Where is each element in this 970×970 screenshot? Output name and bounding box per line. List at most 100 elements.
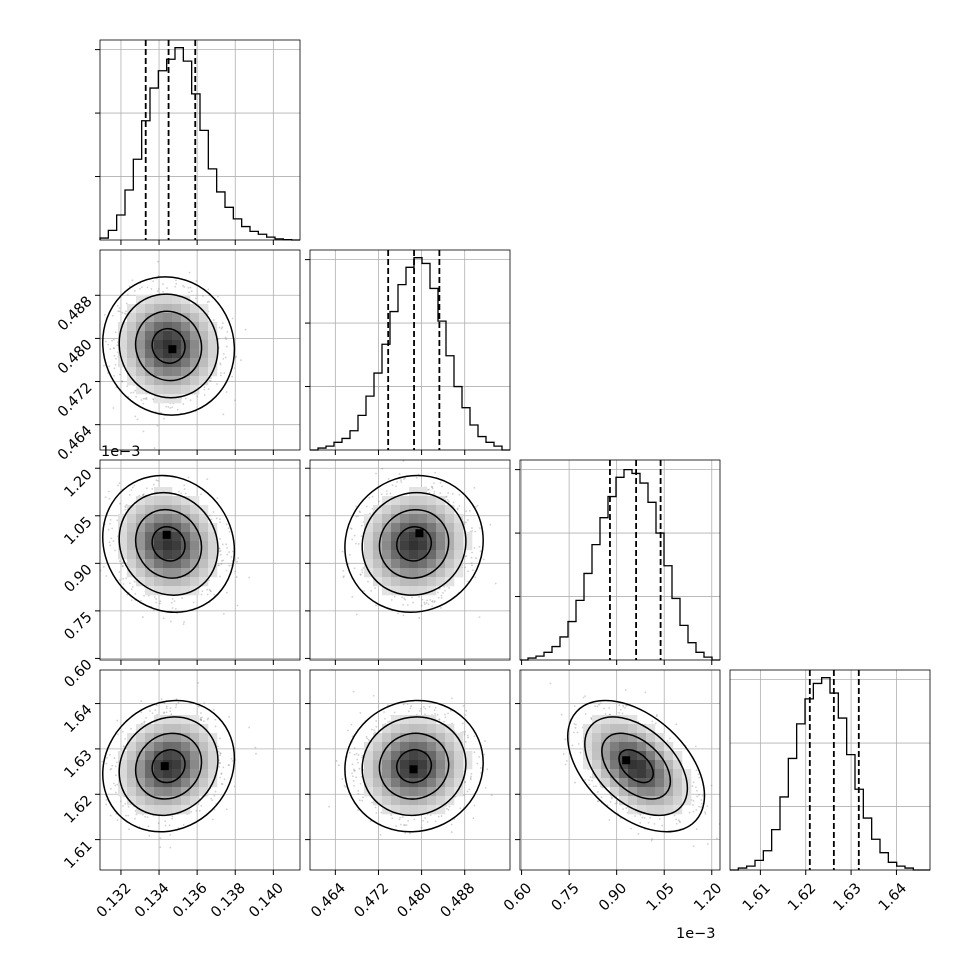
density-cell: [181, 304, 191, 314]
density-cell: [427, 514, 437, 524]
sample-point: [114, 549, 116, 552]
sample-point: [380, 493, 383, 496]
sample-point: [182, 623, 185, 626]
density-peak: [162, 530, 171, 539]
sample-point: [464, 566, 466, 569]
sample-point: [228, 530, 231, 533]
sample-point: [474, 530, 477, 533]
sample-point: [177, 454, 179, 456]
sample-point: [123, 312, 126, 315]
sample-point: [140, 700, 143, 703]
sample-point: [113, 375, 115, 377]
sample-point: [124, 313, 127, 315]
density-cell: [145, 331, 155, 341]
sample-point: [439, 482, 442, 484]
density-cell: [400, 577, 410, 587]
sample-point: [464, 555, 467, 558]
joint-content: [97, 250, 300, 450]
density-cell: [199, 367, 209, 377]
density-cell: [400, 541, 410, 551]
sample-point: [143, 594, 145, 597]
density-cell: [436, 532, 446, 542]
sample-point: [109, 814, 112, 817]
sample-point: [458, 505, 461, 507]
density-cell: [190, 523, 200, 533]
sample-point: [471, 564, 473, 567]
sample-point: [111, 314, 114, 317]
sample-point: [479, 550, 482, 553]
sample-point: [208, 588, 211, 591]
sample-point: [183, 286, 186, 288]
density-cell: [145, 577, 155, 587]
density-cell: [190, 541, 200, 551]
sample-point: [142, 430, 145, 433]
density-cell: [136, 577, 146, 587]
sample-point: [448, 587, 450, 589]
sample-point: [355, 542, 357, 545]
density-cell: [172, 322, 182, 332]
density-cell: [118, 541, 128, 551]
density-cell: [172, 313, 182, 323]
sample-point: [142, 493, 144, 496]
histogram-panel: [95, 39, 301, 245]
sample-point: [108, 365, 111, 368]
sample-point: [207, 288, 210, 291]
sample-point: [219, 518, 221, 521]
sample-point: [117, 310, 120, 313]
sample-point: [482, 558, 485, 561]
sample-point: [129, 582, 131, 585]
density-cell: [154, 394, 164, 404]
sample-point: [387, 477, 390, 480]
sample-point: [114, 331, 117, 334]
density-cell: [136, 367, 146, 377]
density-cell: [163, 331, 173, 341]
sample-point: [221, 326, 224, 329]
density-cell: [145, 505, 155, 515]
sample-point: [127, 805, 130, 808]
sample-point: [400, 479, 402, 482]
density-cell: [163, 304, 173, 314]
sample-point: [441, 485, 443, 488]
sample-point: [404, 598, 407, 601]
sample-point: [360, 535, 363, 538]
histogram-line: [310, 257, 510, 451]
sample-point: [451, 492, 454, 495]
density-cell: [154, 340, 164, 350]
density-cell: [208, 550, 218, 560]
sample-point: [473, 547, 476, 549]
density-cell: [409, 487, 419, 497]
sample-point: [183, 621, 185, 623]
sample-point: [111, 527, 114, 530]
sample-point: [470, 556, 473, 559]
sample-point: [219, 363, 222, 366]
sample-point: [97, 335, 99, 337]
sample-point: [105, 799, 108, 801]
sample-point: [378, 500, 380, 503]
density-cell: [127, 532, 137, 542]
sample-point: [182, 284, 184, 287]
sample-point: [134, 289, 136, 292]
sample-point: [119, 502, 121, 505]
contour-line: [378, 508, 450, 579]
density-cell: [364, 514, 374, 524]
density-cell: [400, 532, 410, 542]
sample-point: [227, 527, 230, 530]
density-cell: [136, 331, 146, 341]
sample-point: [225, 543, 228, 546]
sample-point: [358, 510, 361, 513]
sample-point: [230, 556, 233, 558]
sample-point: [171, 607, 174, 609]
sample-point: [437, 591, 439, 594]
sample-point: [428, 488, 430, 491]
sample-point: [111, 339, 113, 342]
density-cell: [190, 313, 200, 323]
density-cell: [208, 532, 218, 542]
density-cell: [409, 559, 419, 569]
sample-point: [403, 597, 406, 600]
density-cell: [190, 349, 200, 359]
sample-point: [170, 601, 173, 604]
density-cell: [127, 523, 137, 533]
density-cell: [445, 550, 455, 560]
sample-point: [126, 385, 129, 388]
sample-point: [203, 388, 206, 391]
